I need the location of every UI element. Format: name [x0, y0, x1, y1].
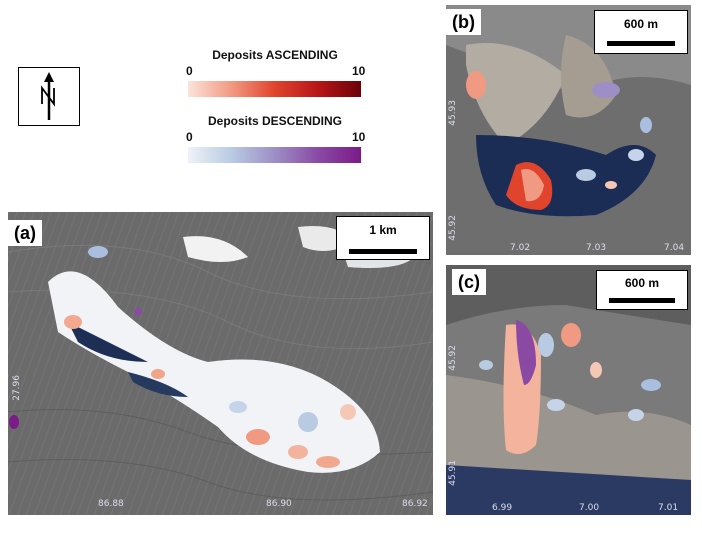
panel-a-scalebar: 1 km: [336, 216, 430, 260]
legend-descending-title: Deposits DESCENDING: [207, 114, 343, 128]
panel-a-imagery: [8, 212, 433, 515]
panel-b-label: (b): [446, 9, 481, 35]
panel-c-scale-line: [609, 298, 675, 303]
panel-a-y-tick: 27.96: [12, 375, 22, 401]
panel-c-label: (c): [452, 269, 486, 295]
panel-a-x-tick: 86.90: [266, 499, 292, 509]
panel-c-map: (c) 600 m 6.99 7.00 7.01 45.92 45.91: [446, 265, 691, 515]
legend-descending-min: 0: [186, 130, 193, 144]
panel-a-scale-label: 1 km: [369, 223, 397, 237]
legend-ascending-colorbar: [188, 81, 361, 97]
north-arrow-icon: [41, 72, 55, 120]
panel-b-x-tick: 7.02: [510, 243, 531, 253]
legend-ascending-min: 0: [186, 64, 193, 78]
panel-b-y-tick: 45.93: [448, 100, 458, 126]
panel-b-map: (b) 600 m 7.02 7.03 7.04 45.93 45.92: [446, 5, 691, 255]
legend-descending-colorbar: [188, 147, 361, 163]
panel-c-y-tick: 45.91: [448, 460, 458, 486]
panel-b-scale-label: 600 m: [623, 17, 659, 31]
panel-b-x-tick: 7.03: [586, 243, 607, 253]
panel-a-label: (a): [8, 220, 42, 246]
panel-c-x-tick: 7.01: [658, 503, 679, 513]
legend-ascending-max: 10: [352, 64, 366, 78]
legend-descending-max: 10: [352, 130, 366, 144]
legend-ascending-title: Deposits ASCENDING: [212, 48, 338, 62]
panel-c-scale-label: 600 m: [624, 276, 660, 290]
panel-a-scale-line: [349, 249, 417, 254]
panel-b-y-tick: 45.92: [448, 215, 458, 241]
panel-b-x-tick: 7.04: [664, 243, 685, 253]
panel-c-x-tick: 6.99: [492, 503, 513, 513]
panel-c-scalebar: 600 m: [596, 270, 688, 310]
panel-a-x-tick: 86.88: [98, 499, 124, 509]
panel-a-x-tick: 86.92: [402, 499, 428, 509]
panel-c-y-tick: 45.92: [448, 345, 458, 371]
north-arrow-box: [18, 67, 80, 126]
panel-c-x-tick: 7.00: [579, 503, 600, 513]
panel-a-map: (a) 1 km 86.88 86.90 86.92 27.96: [8, 212, 433, 515]
panel-b-scalebar: 600 m: [594, 10, 688, 54]
panel-b-scale-line: [607, 41, 675, 46]
